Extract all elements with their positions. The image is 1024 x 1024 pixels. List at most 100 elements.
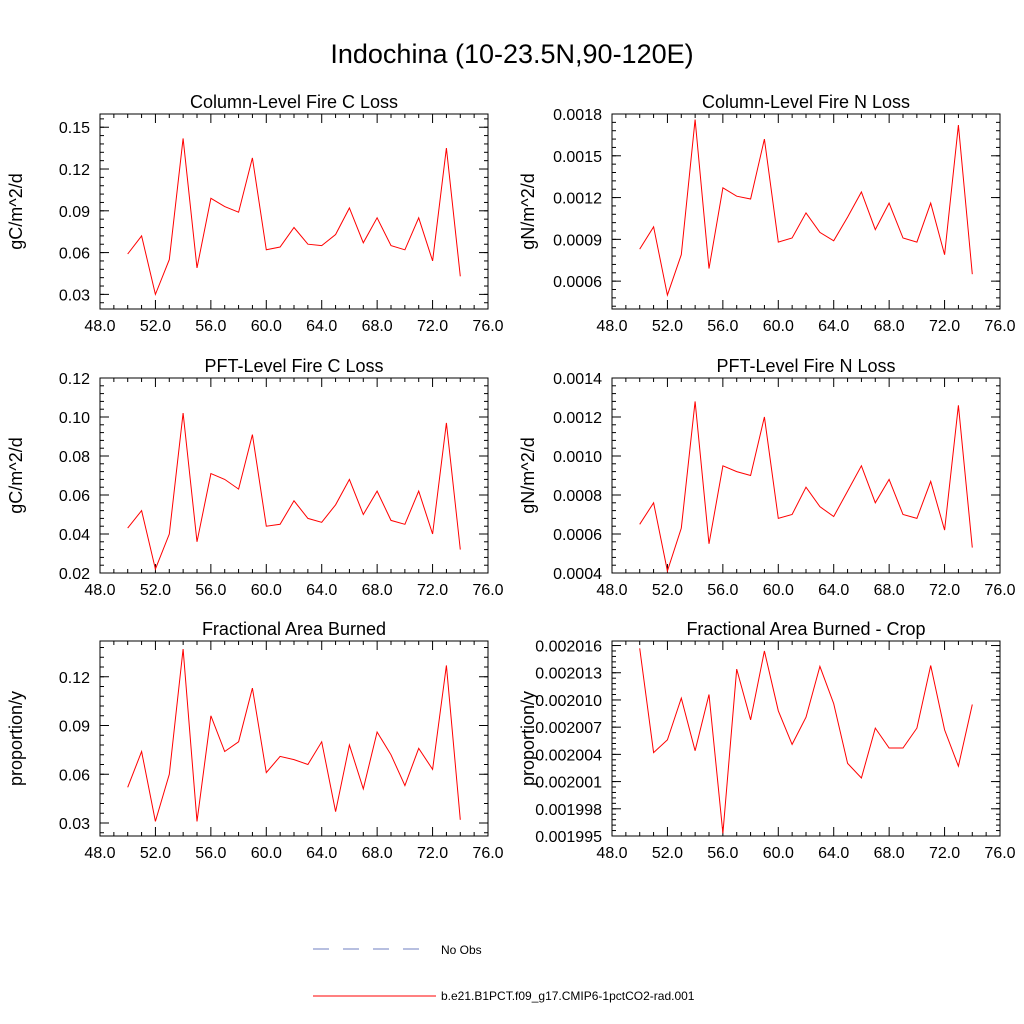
x-tick-label: 64.0 [306, 845, 337, 862]
y-axis-label: gC/m^2/d [6, 437, 26, 513]
x-tick-label: 60.0 [763, 318, 794, 335]
x-tick-label: 64.0 [306, 582, 337, 599]
y-tick-label: 0.03 [59, 816, 90, 833]
panels: Column-Level Fire C Loss gC/m^2/d 48.0 52.0… [6, 92, 1016, 862]
x-tick-label: 76.0 [472, 318, 503, 335]
y-tick-label: 0.0006 [553, 274, 602, 291]
y-axis-label: proportion/y [518, 691, 538, 786]
x-tick-label: 52.0 [652, 845, 683, 862]
y-tick-label: 0.08 [59, 449, 90, 466]
x-tick-label: 60.0 [251, 582, 282, 599]
y-tick-label: 0.04 [59, 527, 90, 544]
y-tick-label: 0.12 [59, 162, 90, 179]
legend-obs-label: No Obs [441, 943, 482, 957]
y-tick-label: 0.001995 [535, 829, 602, 846]
x-tick-label: 68.0 [362, 845, 393, 862]
series-line [639, 119, 973, 298]
y-tick-label: 0.0010 [553, 449, 602, 466]
panel-title: Fractional Area Burned - Crop [686, 619, 925, 639]
panel-title: PFT-Level Fire N Loss [716, 356, 895, 376]
x-tick-label: 60.0 [763, 582, 794, 599]
chart-panel: Fractional Area Burned - Crop proportion/… [518, 619, 1016, 862]
x-tick-label: 64.0 [818, 582, 849, 599]
y-tick-label: 0.0018 [553, 107, 602, 124]
y-tick-label: 0.002010 [535, 693, 602, 710]
y-tick-label: 0.0004 [553, 566, 602, 583]
x-tick-label: 48.0 [84, 318, 115, 335]
chart-panel: PFT-Level Fire C Loss gC/m^2/d 48.0 52.0 56.… [6, 356, 504, 599]
x-tick-label: 76.0 [984, 582, 1015, 599]
x-tick-label: 64.0 [818, 845, 849, 862]
x-tick-label: 56.0 [195, 845, 226, 862]
y-tick-label: 0.0015 [553, 149, 602, 166]
chart-panel: Fractional Area Burned proportion/y 48.0 52… [6, 619, 504, 862]
legend: No Obs b.e21.B1PCT.f09_g17.CMIP6-1pctCO2… [313, 943, 695, 1003]
chart-panel: Column-Level Fire C Loss gC/m^2/d 48.0 52.0… [6, 92, 504, 335]
x-tick-label: 52.0 [652, 582, 683, 599]
x-tick-label: 68.0 [362, 318, 393, 335]
plot-frame [99, 640, 489, 837]
y-tick-label: 0.06 [59, 246, 90, 263]
x-tick-label: 76.0 [472, 582, 503, 599]
y-tick-label: 0.001998 [535, 802, 602, 819]
y-tick-label: 0.03 [59, 287, 90, 304]
x-tick-label: 48.0 [84, 582, 115, 599]
y-tick-label: 0.10 [59, 410, 90, 427]
x-tick-label: 64.0 [818, 318, 849, 335]
plot-frame [99, 377, 489, 574]
x-tick-label: 60.0 [251, 845, 282, 862]
y-tick-label: 0.0009 [553, 232, 602, 249]
x-tick-label: 56.0 [195, 582, 226, 599]
plot-frame [99, 113, 489, 310]
y-axis-label: proportion/y [6, 691, 26, 786]
panel-title: PFT-Level Fire C Loss [204, 356, 383, 376]
plot-frame [611, 377, 1001, 574]
y-tick-label: 0.09 [59, 719, 90, 736]
x-tick-label: 64.0 [306, 318, 337, 335]
panel-title: Fractional Area Burned [202, 619, 386, 639]
series-line [639, 648, 973, 834]
y-axis-label: gN/m^2/d [518, 173, 538, 249]
series-line [127, 138, 461, 297]
x-tick-label: 48.0 [596, 318, 627, 335]
y-tick-label: 0.09 [59, 204, 90, 221]
y-tick-label: 0.06 [59, 488, 90, 505]
figure-title: Indochina (10-23.5N,90-120E) [330, 39, 693, 69]
y-tick-label: 0.002004 [535, 747, 602, 764]
y-tick-label: 0.02 [59, 566, 90, 583]
x-tick-label: 48.0 [84, 845, 115, 862]
y-tick-label: 0.002013 [535, 666, 602, 683]
y-tick-label: 0.0012 [553, 410, 602, 427]
x-tick-label: 56.0 [195, 318, 226, 335]
x-tick-label: 68.0 [362, 582, 393, 599]
series-line [639, 401, 973, 573]
x-tick-label: 76.0 [984, 318, 1015, 335]
x-tick-label: 72.0 [929, 845, 960, 862]
y-axis-label: gN/m^2/d [518, 437, 538, 513]
plot-frame [611, 113, 1001, 310]
y-axis-label: gC/m^2/d [6, 173, 26, 249]
x-tick-label: 52.0 [140, 582, 171, 599]
x-tick-label: 72.0 [929, 582, 960, 599]
x-tick-label: 52.0 [140, 845, 171, 862]
y-tick-label: 0.0012 [553, 191, 602, 208]
x-tick-label: 60.0 [251, 318, 282, 335]
x-tick-label: 56.0 [707, 845, 738, 862]
y-tick-label: 0.002016 [535, 639, 602, 656]
x-tick-label: 56.0 [707, 582, 738, 599]
x-tick-label: 68.0 [874, 582, 905, 599]
x-tick-label: 76.0 [984, 845, 1015, 862]
x-tick-label: 72.0 [417, 582, 448, 599]
series-line [127, 413, 461, 571]
x-tick-label: 72.0 [417, 318, 448, 335]
y-tick-label: 0.06 [59, 767, 90, 784]
x-tick-label: 56.0 [707, 318, 738, 335]
chart-panel: Column-Level Fire N Loss gN/m^2/d 48.0 52.0… [518, 92, 1016, 335]
y-tick-label: 0.0008 [553, 488, 602, 505]
x-tick-label: 52.0 [140, 318, 171, 335]
x-tick-label: 68.0 [874, 318, 905, 335]
y-tick-label: 0.002001 [535, 775, 602, 792]
y-tick-label: 0.002007 [535, 720, 602, 737]
x-tick-label: 52.0 [652, 318, 683, 335]
